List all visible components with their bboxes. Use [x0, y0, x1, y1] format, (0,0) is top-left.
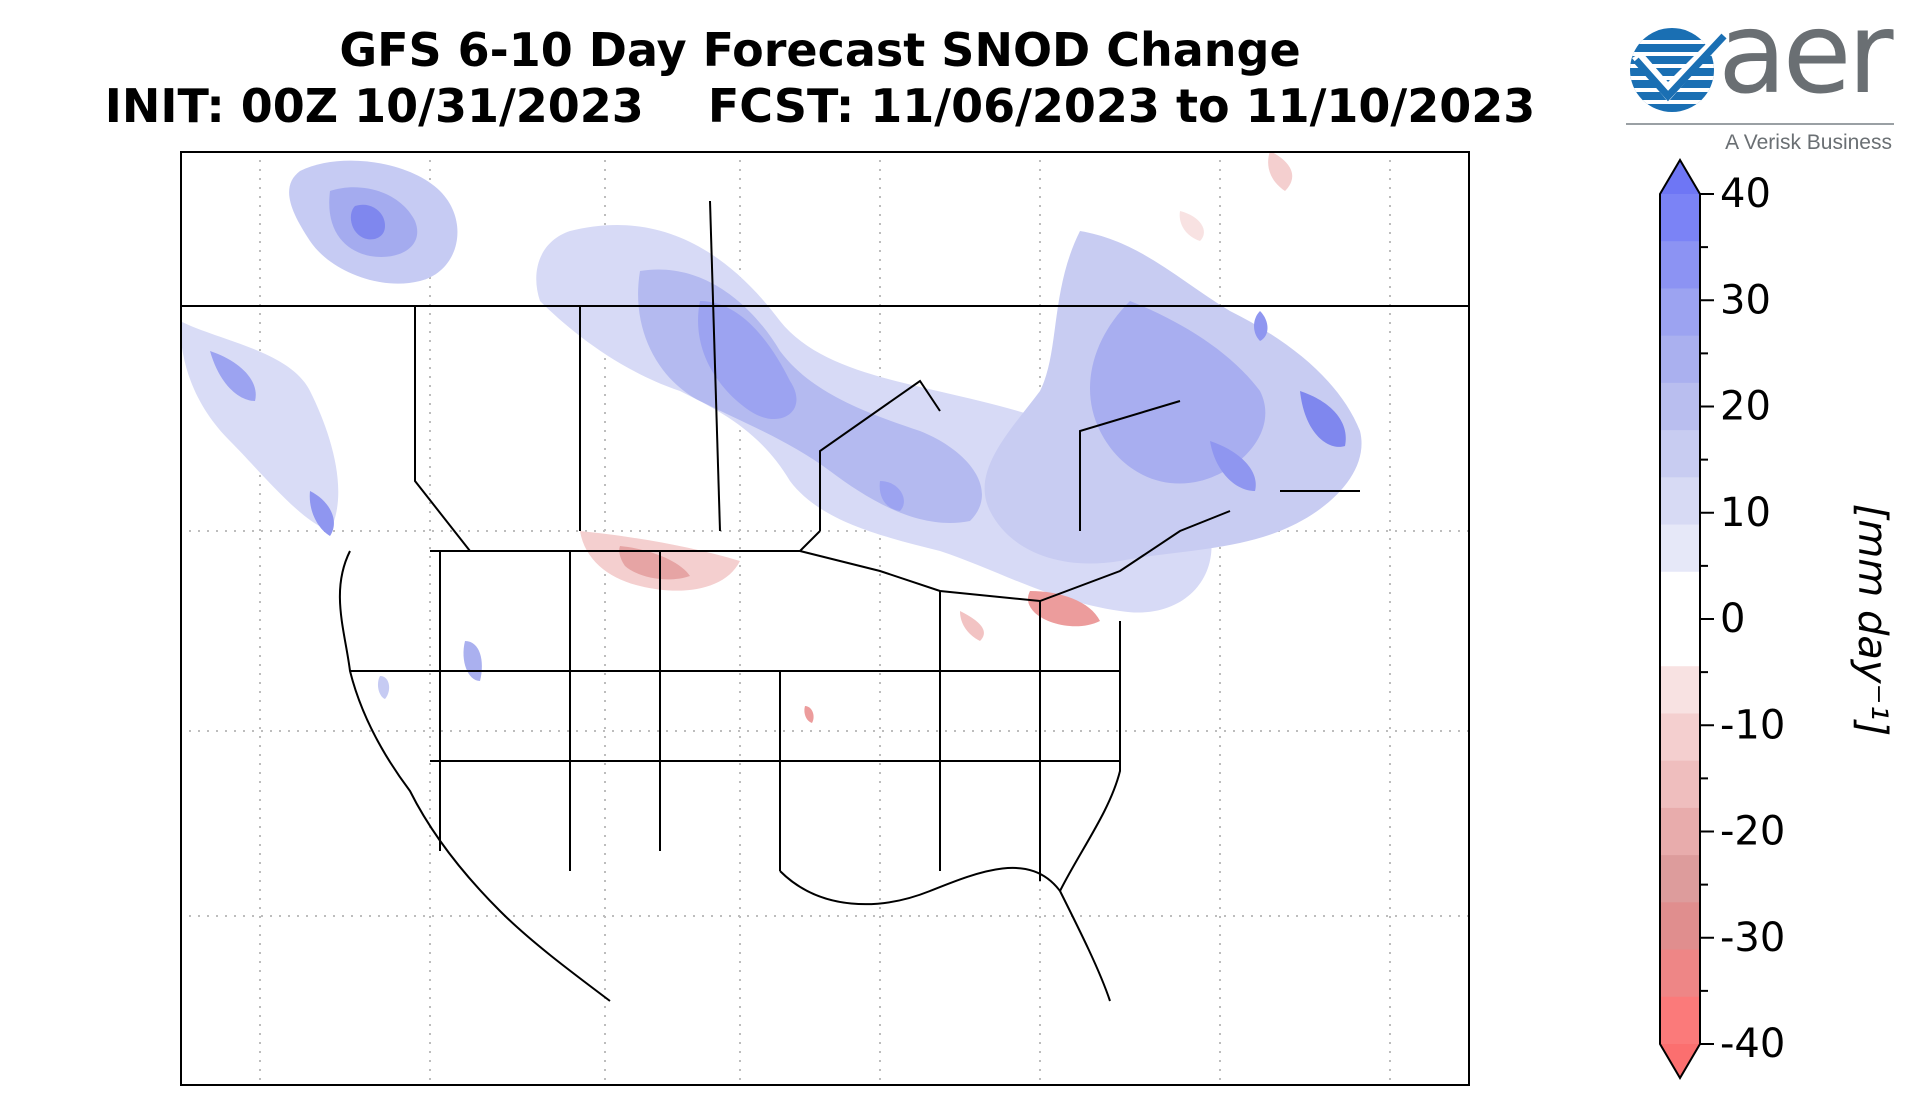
colorbar-segment [1660, 949, 1700, 998]
colorbar-extend-min [1660, 1044, 1700, 1078]
colorbar-tick-label: -10 [1720, 702, 1785, 748]
colorbar-segment [1660, 855, 1700, 903]
map-border [180, 151, 1470, 1086]
colorbar-tick-label: 40 [1720, 171, 1771, 217]
colorbar-segment [1660, 382, 1700, 431]
colorbar-segment [1660, 335, 1700, 384]
colorbar-segment [1660, 902, 1700, 951]
colorbar-segment [1660, 288, 1700, 337]
colorbar-segment [1660, 996, 1700, 1045]
colorbar-tick-label: 20 [1720, 384, 1771, 430]
colorbar-segment [1660, 524, 1700, 573]
colorbar-tick-label: -30 [1720, 915, 1785, 961]
colorbar: 40 30 20 10 0 -10 -20 -30 -40 [mm day⁻¹] [1659, 158, 1895, 1080]
colorbar-segment [1660, 194, 1700, 242]
logo-tagline: A Verisk Business [1725, 131, 1892, 154]
logo-wordmark: aer [1718, 0, 1894, 119]
colorbar-tick-label: -40 [1720, 1021, 1785, 1067]
colorbar-segment [1660, 666, 1700, 714]
colorbar-tick-label: -20 [1720, 809, 1785, 855]
colorbar-segment [1660, 571, 1700, 620]
colorbar-segment [1660, 619, 1700, 667]
colorbar-segment [1660, 477, 1700, 526]
colorbar-segment [1660, 760, 1700, 809]
snow-gain-regions [180, 160, 1362, 699]
aer-logo: aer A Verisk Business [1620, 0, 1900, 155]
colorbar-tick-labels: 40 30 20 10 0 -10 -20 -30 -40 [1720, 171, 1785, 1067]
colorbar-extend-max [1660, 160, 1700, 194]
colorbar-label: [mm day⁻¹] [1849, 504, 1895, 737]
colorbar-segment [1660, 241, 1700, 289]
colorbar-tick-label: 30 [1720, 277, 1771, 323]
colorbar-segment [1660, 713, 1700, 762]
colorbar-segments [1659, 158, 1701, 1080]
map-boundaries [180, 200, 1470, 1002]
map-title: GFS 6-10 Day Forecast SNOD Change INIT: … [0, 22, 1640, 134]
colorbar-tick-label: 0 [1720, 596, 1745, 642]
snow-depth-change-map [180, 151, 1470, 1086]
colorbar-segment [1660, 430, 1700, 478]
logo-divider [1626, 123, 1894, 125]
colorbar-segment [1660, 807, 1700, 856]
title-line-2: INIT: 00Z 10/31/2023 FCST: 11/06/2023 to… [104, 79, 1536, 133]
title-line-1: GFS 6-10 Day Forecast SNOD Change [339, 23, 1301, 77]
colorbar-tick-label: 10 [1720, 490, 1771, 536]
globe-check-icon [1630, 28, 1728, 112]
colorbar-ticks [1700, 193, 1714, 1045]
